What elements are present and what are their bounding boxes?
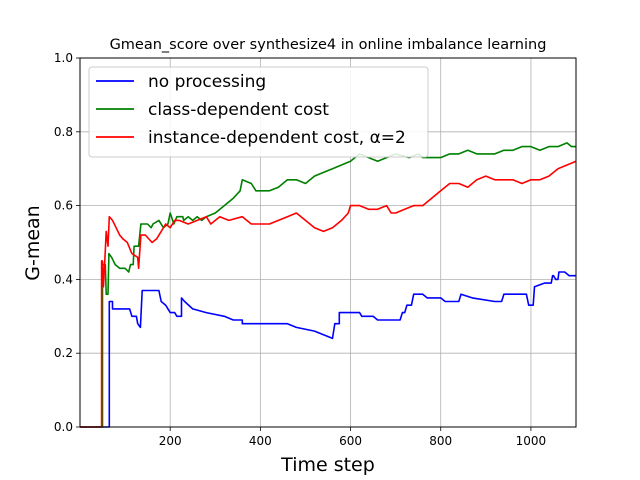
x-tick-label: 1000 [516, 434, 547, 448]
x-tick-label: 400 [249, 434, 272, 448]
x-tick-label: 600 [339, 434, 362, 448]
legend-label-0: no processing [148, 72, 266, 92]
y-tick-label: 0.8 [54, 125, 73, 139]
legend: no processing class-dependent cost instanc… [88, 66, 429, 158]
plot-frame [79, 57, 577, 428]
series-line-2 [80, 160, 577, 428]
series-line-0 [80, 271, 576, 428]
series-layer [80, 142, 577, 428]
legend-frame [88, 66, 429, 158]
legend-label-1: class-dependent cost [148, 100, 329, 120]
y-axis-label: G-mean [22, 205, 44, 280]
y-tick-label: 0.2 [54, 346, 73, 360]
y-tick-label: 0.6 [54, 199, 73, 213]
chart-title: Gmean_score over synthesize4 in online i… [110, 37, 547, 53]
x-tick-label: 200 [159, 434, 182, 448]
tick-layer: 200 400 600 800 1000 0.0 0.2 0.4 0.6 0.8 1.0 [54, 51, 546, 448]
series-line-1 [80, 142, 576, 428]
x-tick-label: 800 [429, 434, 452, 448]
y-tick-label: 0.4 [54, 272, 73, 286]
y-tick-label: 1.0 [54, 51, 73, 65]
legend-label-2: instance-dependent cost, α=2 [148, 128, 406, 148]
y-tick-label: 0.0 [54, 420, 73, 434]
x-axis-label: Time step [280, 454, 375, 476]
